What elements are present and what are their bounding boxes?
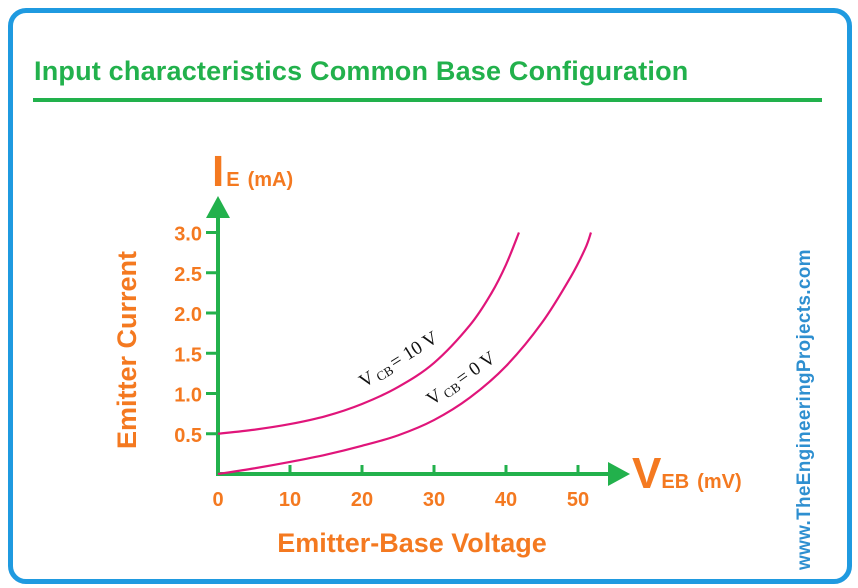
x-tick-label: 50	[567, 489, 589, 511]
y-tick-label: 1.0	[174, 385, 202, 407]
x-tick-label: 40	[495, 489, 517, 511]
outer-frame	[8, 8, 852, 584]
x-axis-arrow	[608, 462, 630, 486]
title-underline	[33, 98, 822, 102]
y-tick-label: 2.0	[174, 304, 202, 326]
chart-title: Input characteristics Common Base Config…	[34, 56, 689, 86]
x-ticks: 0 10 20 30 40 50	[212, 465, 589, 511]
x-tick-label: 20	[351, 489, 373, 511]
series-label: VCB= 0 V	[423, 347, 501, 411]
series-curve	[217, 232, 520, 435]
y-tick-label: 3.0	[174, 224, 202, 246]
series-label: VCB= 10 V	[356, 327, 443, 393]
y-tick-label: 1.5	[174, 344, 202, 366]
y-tick-label: 0.5	[174, 425, 202, 447]
y-axis-symbol: I E (mA)	[212, 147, 293, 196]
x-axis-label: Emitter-Base Voltage	[277, 528, 547, 558]
x-axis-symbol: VEB (mV)	[632, 449, 742, 498]
y-axis-label: Emitter Current	[112, 251, 142, 449]
y-ticks: 0.5 1.0 1.5 2.0 2.5 3.0	[174, 224, 218, 447]
series-curve	[217, 232, 593, 476]
x-tick-label: 30	[423, 489, 445, 511]
x-tick-label: 0	[212, 489, 223, 511]
y-tick-label: 2.5	[174, 264, 202, 286]
x-tick-label: 10	[279, 489, 301, 511]
y-axis-arrow	[206, 196, 230, 218]
